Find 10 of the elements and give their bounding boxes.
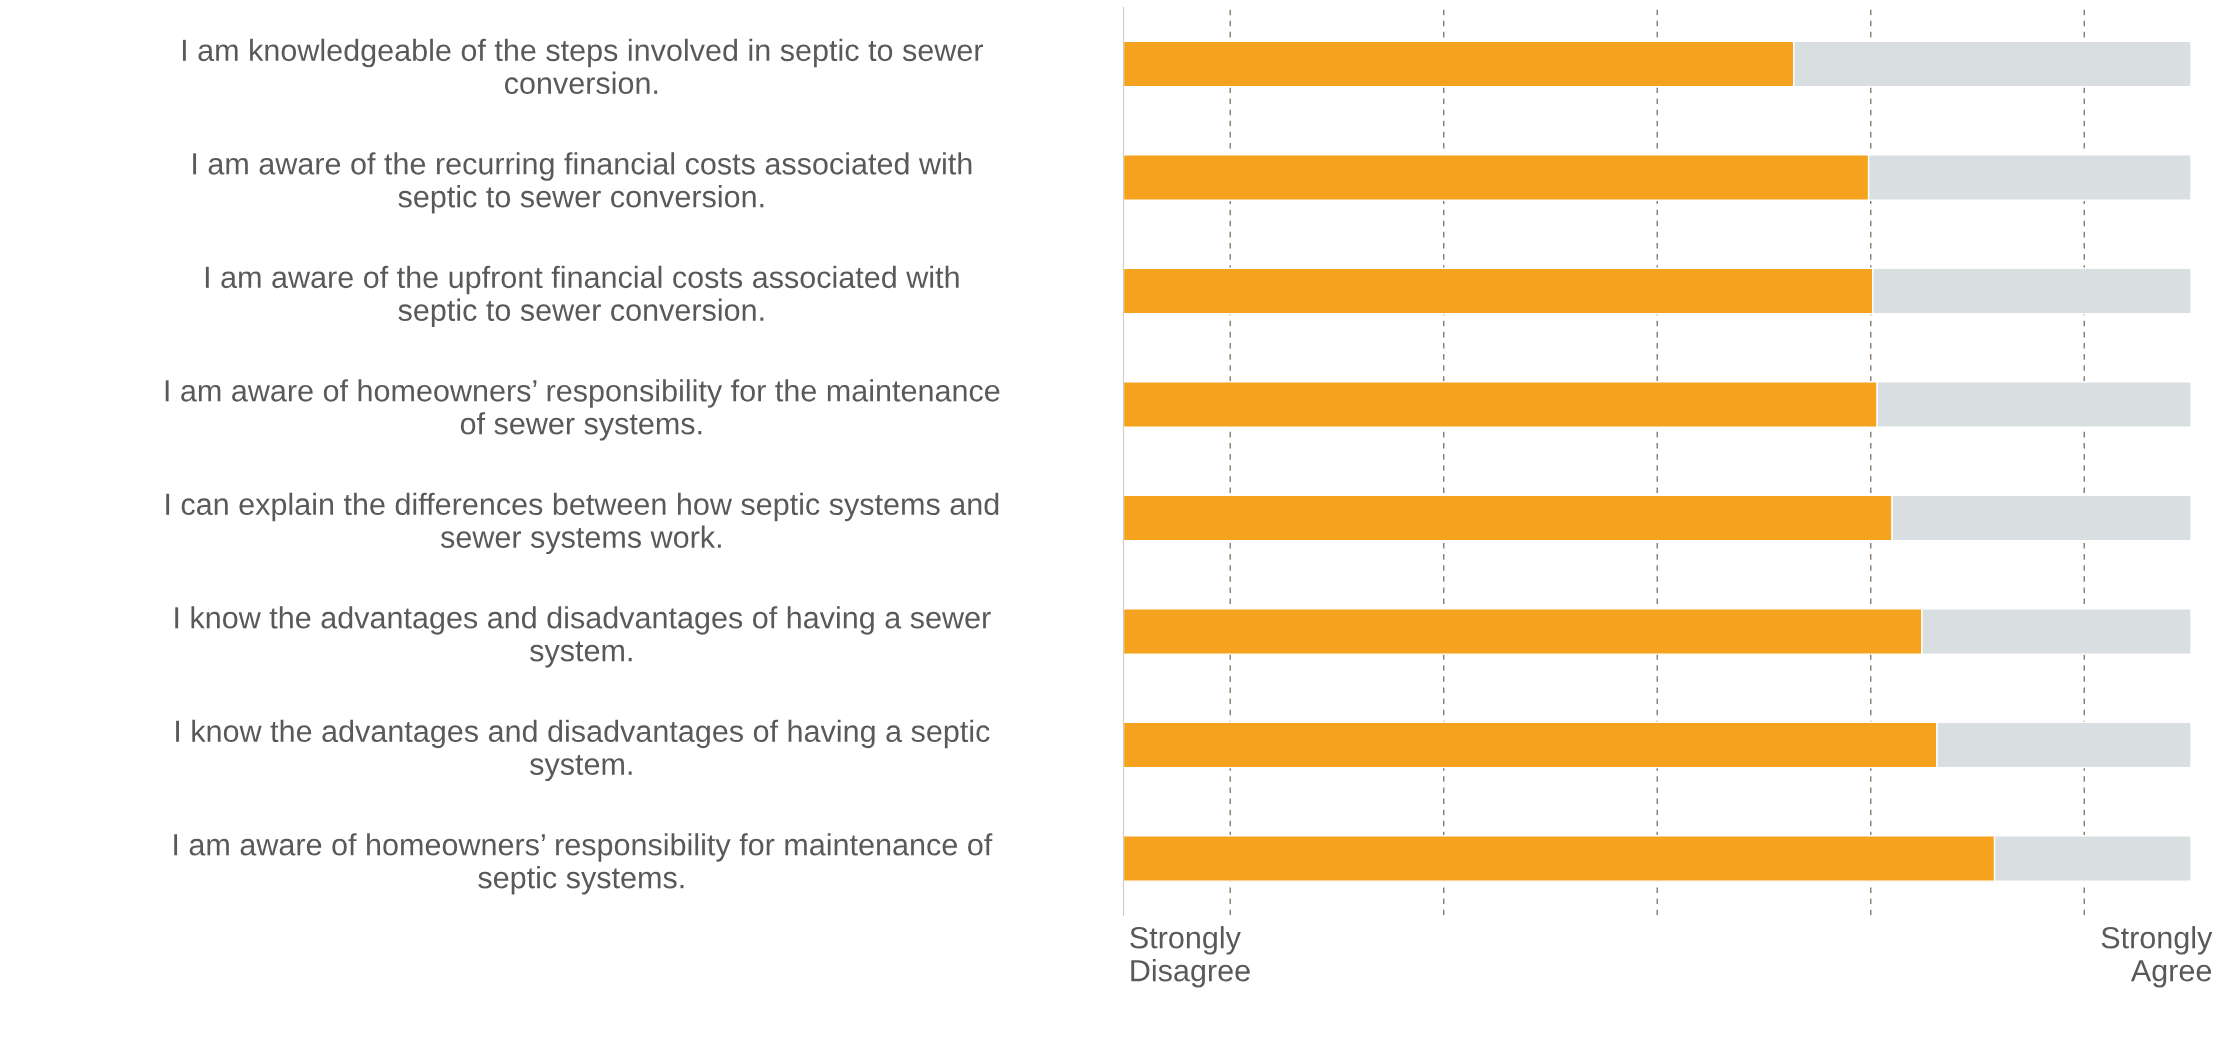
- y-tick-label: I know the advantages and disadvantages of having a sewer system.: [175, 606, 991, 668]
- text: Strongly Disagree: [1130, 926, 1250, 988]
- y-tick-label: I can explain the differences between how septic systems and sewer systems work.: [166, 492, 999, 555]
- y-tick-label: I am knowledgeable of the steps involved in septic to sewer conversion.: [182, 38, 984, 95]
- y-tick-label: I am aware of the upfront financial costs associated with septic to sewer conversion.: [205, 265, 959, 328]
- y-tick-label: I am aware of the recurring financial costs associated with septic to sewer conversion.: [193, 152, 972, 214]
- y-tick-label: I am aware of homeowners’ responsibility for the maintenance of sewer systems.: [165, 379, 1000, 441]
- text: Strongly Agree: [2101, 926, 2213, 988]
- y-tick-label: I know the advantages and disadvantages of having a septic system.: [176, 719, 990, 782]
- y-tick-label: I am aware of homeowners’ responsibility for maintenance of septic systems.: [174, 833, 993, 895]
